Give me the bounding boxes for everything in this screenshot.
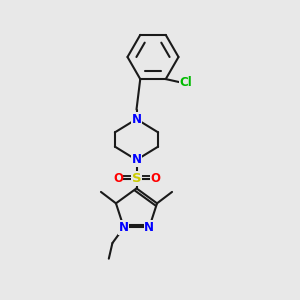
Text: N: N	[131, 112, 142, 126]
Text: O: O	[113, 172, 123, 185]
Text: Cl: Cl	[179, 76, 192, 88]
Text: N: N	[144, 221, 154, 234]
Text: S: S	[132, 172, 141, 185]
Text: O: O	[150, 172, 160, 185]
Text: N: N	[131, 153, 142, 167]
Text: N: N	[119, 221, 129, 234]
